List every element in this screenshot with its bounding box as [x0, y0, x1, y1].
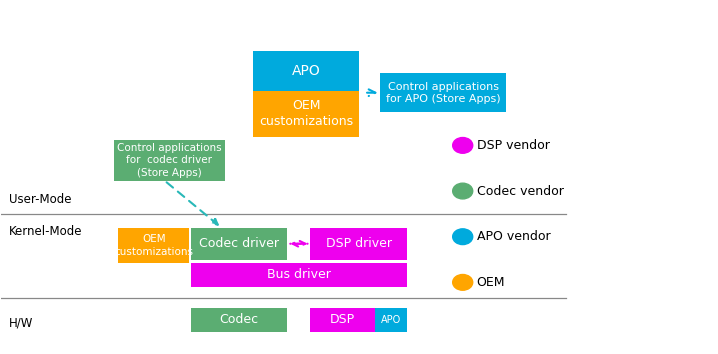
Text: APO vendor: APO vendor — [477, 230, 551, 243]
FancyBboxPatch shape — [375, 308, 407, 332]
FancyBboxPatch shape — [253, 91, 359, 137]
Text: OEM: OEM — [477, 276, 505, 289]
Text: DSP: DSP — [330, 313, 355, 326]
Text: DSP vendor: DSP vendor — [477, 139, 549, 152]
Text: Bus driver: Bus driver — [267, 268, 331, 281]
Text: Codec: Codec — [220, 313, 258, 326]
Ellipse shape — [452, 137, 472, 153]
FancyBboxPatch shape — [191, 263, 407, 287]
Ellipse shape — [452, 229, 472, 245]
Text: Control applications
for  codec driver
(Store Apps): Control applications for codec driver (S… — [117, 143, 221, 178]
Text: Kernel-Mode: Kernel-Mode — [9, 225, 82, 238]
Text: Codec driver: Codec driver — [199, 237, 279, 250]
FancyBboxPatch shape — [310, 228, 407, 259]
FancyBboxPatch shape — [118, 228, 190, 263]
Ellipse shape — [452, 183, 472, 199]
FancyBboxPatch shape — [253, 51, 359, 91]
FancyBboxPatch shape — [113, 140, 225, 181]
FancyBboxPatch shape — [191, 308, 287, 332]
Ellipse shape — [452, 274, 472, 290]
FancyBboxPatch shape — [191, 228, 287, 259]
Text: OEM
customizations: OEM customizations — [259, 99, 353, 128]
Text: User-Mode: User-Mode — [9, 193, 71, 206]
FancyBboxPatch shape — [310, 308, 375, 332]
FancyBboxPatch shape — [381, 73, 505, 112]
Text: DSP driver: DSP driver — [326, 237, 391, 250]
Text: Codec vendor: Codec vendor — [477, 184, 564, 198]
Text: APO: APO — [381, 315, 401, 325]
Text: OEM
customizations: OEM customizations — [114, 234, 193, 257]
Text: APO: APO — [292, 64, 320, 78]
Text: H/W: H/W — [9, 316, 33, 329]
Text: Control applications
for APO (Store Apps): Control applications for APO (Store Apps… — [386, 81, 500, 104]
